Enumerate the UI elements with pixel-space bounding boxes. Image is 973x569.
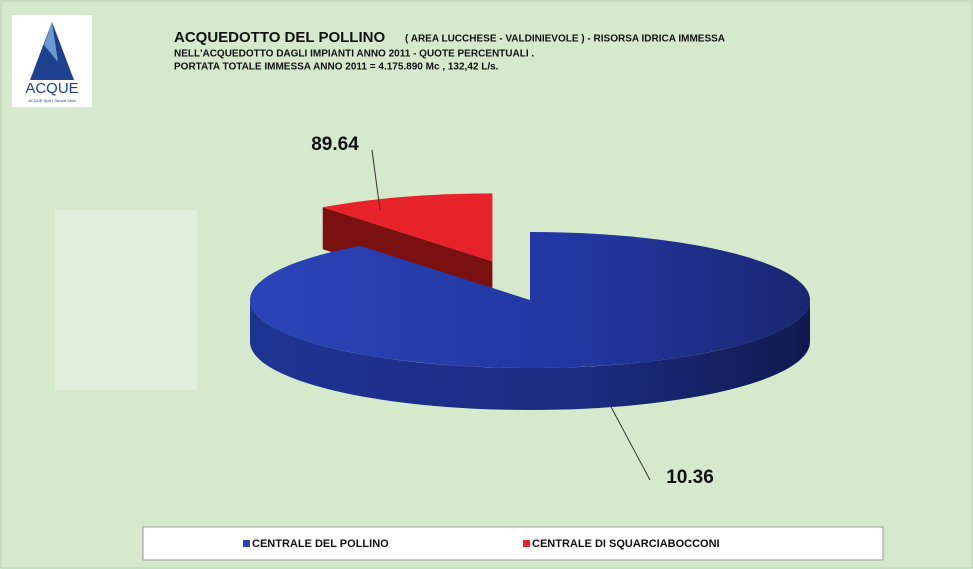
slice-side [250, 300, 810, 410]
data-label: 89.64 [311, 134, 359, 155]
logo-text: ACQUE [25, 80, 78, 97]
legend-label: CENTRALE DEL POLLINO [252, 538, 389, 550]
logo-tagline: ACQUE SpA I Servizi Idrici [28, 98, 76, 103]
legend-label: CENTRALE DI SQUARCIABOCCONI [532, 538, 720, 550]
subtitle: NELL'ACQUEDOTTO DAGLI IMPIANTI ANNO 2011… [174, 49, 534, 60]
chart-title: ACQUEDOTTO DEL POLLINO [174, 29, 385, 46]
logo: ACQUE ACQUE SpA I Servizi Idrici [12, 15, 92, 107]
legend-swatch [523, 540, 530, 547]
subtitle: ( AREA LUCCHESE - VALDINIEVOLE ) - RISOR… [405, 34, 725, 45]
slice [322, 193, 493, 262]
leader-line [371, 149, 381, 211]
logo-mark [44, 22, 58, 62]
leader-line [609, 404, 651, 481]
legend-swatch [243, 540, 250, 547]
plot-panel [55, 210, 197, 390]
slice [250, 232, 811, 368]
legend [142, 526, 884, 561]
subtitle: PORTATA TOTALE IMMESSA ANNO 2011 = 4.175… [174, 62, 499, 73]
data-label: 10.36 [666, 467, 714, 488]
